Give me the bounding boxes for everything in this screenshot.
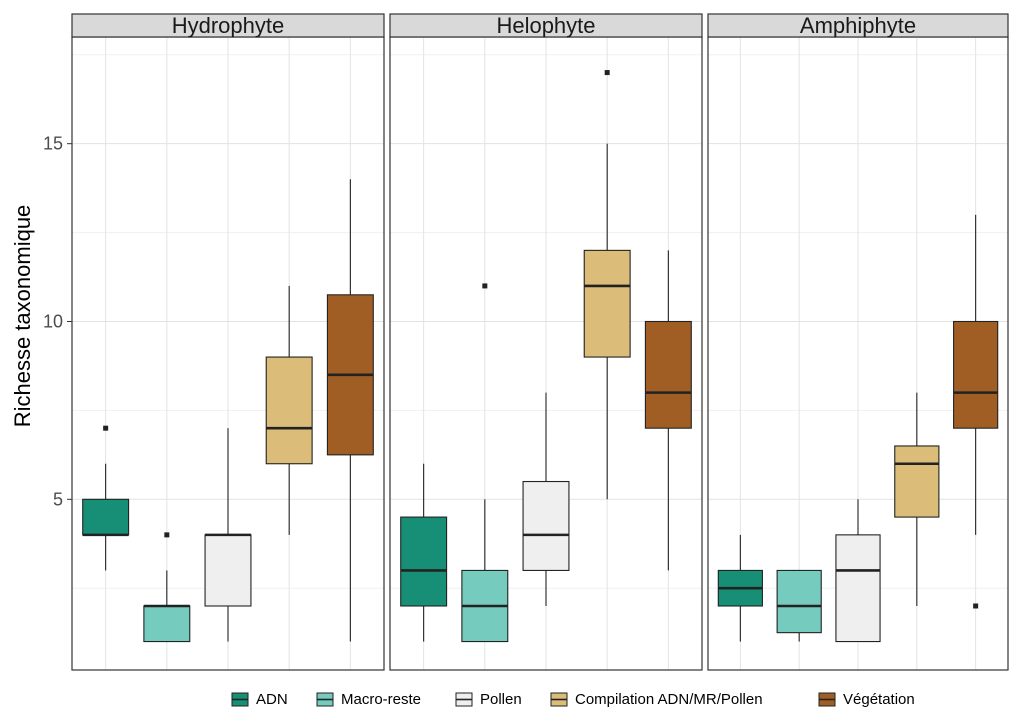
box-group	[143, 532, 191, 643]
y-axis: 5 10 15	[43, 134, 72, 509]
legend-item: ADN	[231, 691, 288, 708]
box-group	[835, 499, 881, 643]
legend-label: ADN	[256, 691, 288, 708]
y-tick-label: 10	[43, 311, 63, 331]
legend-label: Végétation	[843, 691, 915, 708]
facet-panel: Helophyte	[389, 13, 703, 671]
box-group	[461, 283, 509, 643]
box	[82, 498, 130, 536]
legend-label: Compilation ADN/MR/Pollen	[575, 691, 763, 708]
box-group	[522, 392, 570, 606]
legend-label: Pollen	[480, 691, 522, 708]
legend-label: Macro-reste	[341, 691, 421, 708]
legend: ADN Macro-reste Pollen Compilation ADN/MR/P…	[231, 691, 915, 708]
box	[776, 569, 822, 634]
facet-strip-label: Hydrophyte	[172, 13, 285, 38]
y-tick-label: 5	[53, 489, 63, 509]
outlier-point	[604, 70, 610, 76]
outlier-point	[164, 532, 170, 538]
box-group	[400, 463, 448, 642]
legend-item: Compilation ADN/MR/Pollen	[550, 691, 763, 708]
legend-item: Végétation	[818, 691, 915, 708]
facet-panels: Hydrophyte Helophyte Amphiphyte	[71, 13, 1009, 671]
legend-item: Macro-reste	[316, 691, 421, 708]
box-group	[776, 569, 822, 642]
facet-panel: Amphiphyte	[707, 13, 1009, 671]
box	[204, 534, 252, 607]
box	[894, 445, 940, 518]
box	[953, 320, 999, 429]
box	[522, 480, 570, 571]
box-group	[82, 425, 130, 571]
box	[265, 356, 313, 465]
box	[644, 320, 692, 429]
box-group	[953, 214, 999, 609]
legend-item: Pollen	[455, 691, 522, 708]
box-group	[326, 179, 374, 642]
y-axis-label: Richesse taxonomique	[10, 205, 35, 428]
facet-strip	[389, 13, 703, 38]
box-group	[717, 534, 763, 642]
box-group	[204, 428, 252, 642]
facet-strip	[707, 13, 1009, 38]
box-group	[644, 250, 692, 571]
facet-panel: Hydrophyte	[71, 13, 385, 671]
facet-strip-label: Amphiphyte	[800, 13, 916, 38]
box	[400, 516, 448, 607]
outlier-point	[973, 603, 979, 609]
box	[835, 534, 881, 643]
box	[583, 249, 631, 358]
box-group	[894, 392, 940, 606]
facet-strip-label: Helophyte	[496, 13, 595, 38]
outlier-point	[482, 283, 488, 289]
y-tick-label: 15	[43, 134, 63, 154]
outlier-point	[103, 425, 109, 431]
box-group	[265, 285, 313, 535]
facet-strip	[71, 13, 385, 38]
box-group	[583, 70, 631, 500]
box	[143, 605, 191, 643]
